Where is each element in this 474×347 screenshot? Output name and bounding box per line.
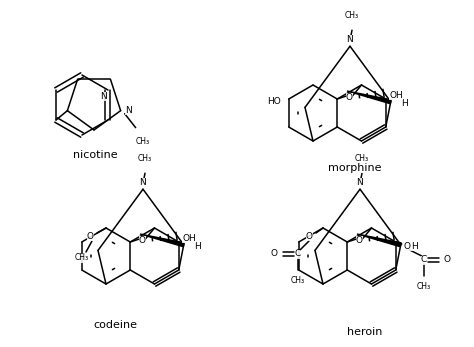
Text: N: N bbox=[125, 106, 131, 115]
Text: O: O bbox=[404, 242, 411, 251]
Text: O: O bbox=[346, 93, 353, 102]
Text: H: H bbox=[401, 99, 408, 108]
Text: CH₃: CH₃ bbox=[345, 11, 359, 20]
Text: O: O bbox=[271, 249, 278, 259]
Text: CH₃: CH₃ bbox=[355, 154, 369, 163]
Text: H: H bbox=[411, 242, 418, 251]
Text: heroin: heroin bbox=[347, 327, 383, 337]
Text: O: O bbox=[139, 236, 146, 245]
Polygon shape bbox=[357, 234, 401, 247]
Text: morphine: morphine bbox=[328, 163, 382, 173]
Text: OH: OH bbox=[390, 91, 403, 100]
Text: C: C bbox=[420, 255, 427, 264]
Polygon shape bbox=[347, 91, 391, 104]
Text: C: C bbox=[295, 249, 301, 259]
Text: O: O bbox=[87, 231, 94, 240]
Text: codeine: codeine bbox=[93, 320, 137, 330]
Text: N: N bbox=[346, 35, 354, 44]
Text: O: O bbox=[356, 236, 363, 245]
Text: N: N bbox=[140, 178, 146, 187]
Text: N: N bbox=[356, 178, 364, 187]
Text: CH₃: CH₃ bbox=[291, 276, 305, 285]
Text: O: O bbox=[444, 255, 451, 264]
Polygon shape bbox=[140, 234, 184, 247]
Text: CH₃: CH₃ bbox=[417, 282, 431, 291]
Text: CH₃: CH₃ bbox=[138, 154, 152, 163]
Text: CH₃: CH₃ bbox=[75, 254, 89, 262]
Text: CH₃: CH₃ bbox=[136, 137, 150, 146]
Text: N: N bbox=[100, 92, 107, 101]
Text: HO: HO bbox=[267, 96, 281, 105]
Text: nicotine: nicotine bbox=[73, 150, 117, 160]
Text: O: O bbox=[306, 231, 313, 240]
Text: OH: OH bbox=[182, 234, 196, 243]
Text: H: H bbox=[194, 242, 201, 251]
